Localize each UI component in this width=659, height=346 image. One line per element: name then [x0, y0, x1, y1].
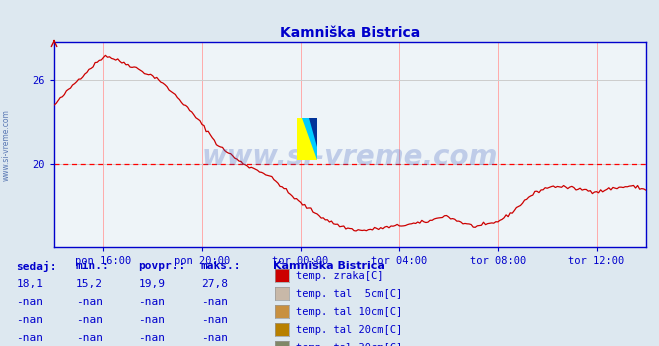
Text: -nan: -nan — [138, 333, 165, 343]
Text: 18,1: 18,1 — [16, 279, 43, 289]
Polygon shape — [309, 118, 317, 147]
Text: Kamniška Bistrica: Kamniška Bistrica — [273, 261, 386, 271]
Bar — [297, 118, 317, 160]
Text: 27,8: 27,8 — [201, 279, 228, 289]
Title: Kamniška Bistrica: Kamniška Bistrica — [280, 26, 420, 40]
Text: temp. tal  5cm[C]: temp. tal 5cm[C] — [296, 289, 402, 299]
Text: temp. tal 30cm[C]: temp. tal 30cm[C] — [296, 343, 402, 346]
Text: -nan: -nan — [76, 333, 103, 343]
Text: sedaj:: sedaj: — [16, 261, 57, 272]
Text: -nan: -nan — [16, 297, 43, 307]
Text: -nan: -nan — [16, 333, 43, 343]
Text: povpr.:: povpr.: — [138, 261, 186, 271]
Text: maks.:: maks.: — [201, 261, 241, 271]
Text: temp. tal 10cm[C]: temp. tal 10cm[C] — [296, 307, 402, 317]
Text: -nan: -nan — [16, 315, 43, 325]
Text: -nan: -nan — [201, 297, 228, 307]
Text: 19,9: 19,9 — [138, 279, 165, 289]
Text: -nan: -nan — [138, 297, 165, 307]
Text: temp. zraka[C]: temp. zraka[C] — [296, 271, 384, 281]
Text: www.si-vreme.com: www.si-vreme.com — [202, 143, 498, 171]
Text: -nan: -nan — [201, 333, 228, 343]
Text: -nan: -nan — [201, 315, 228, 325]
Text: 15,2: 15,2 — [76, 279, 103, 289]
Text: www.si-vreme.com: www.si-vreme.com — [2, 109, 11, 181]
Text: -nan: -nan — [76, 315, 103, 325]
Text: temp. tal 20cm[C]: temp. tal 20cm[C] — [296, 325, 402, 335]
Text: -nan: -nan — [138, 315, 165, 325]
Polygon shape — [302, 118, 317, 160]
Text: min.:: min.: — [76, 261, 109, 271]
Text: -nan: -nan — [76, 297, 103, 307]
